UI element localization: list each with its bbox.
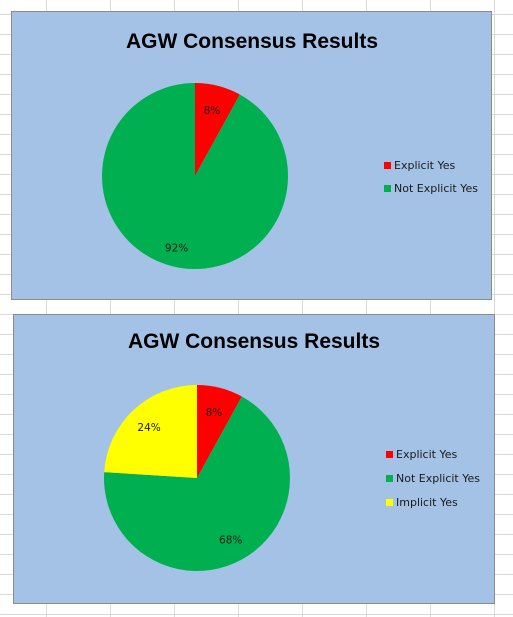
pie-slices bbox=[101, 83, 288, 269]
legend-label-explicit-yes: Explicit Yes bbox=[394, 159, 455, 172]
pie-slices bbox=[104, 385, 291, 571]
chart-title: AGW Consensus Results bbox=[126, 30, 378, 53]
data-label-not-explicit-yes: 68% bbox=[219, 534, 242, 546]
legend: Explicit Yes Not Explicit Yes Implicit Yes bbox=[386, 448, 480, 509]
data-labels: 8% 92% bbox=[165, 105, 220, 255]
pie-chart-bottom-svg: AGW Consensus Results 8% 68% 24% Explicit … bbox=[104, 330, 480, 571]
legend: Explicit Yes Not Explicit Yes bbox=[384, 159, 478, 195]
legend-label-not-explicit-yes: Not Explicit Yes bbox=[394, 182, 478, 195]
data-label-explicit-yes: 8% bbox=[204, 105, 221, 117]
data-label-not-explicit-yes: 92% bbox=[165, 243, 188, 255]
legend-label-not-explicit-yes: Not Explicit Yes bbox=[396, 472, 480, 485]
pie-slice-explicit-yes bbox=[197, 385, 242, 478]
legend-swatch-explicit-yes bbox=[384, 162, 391, 169]
legend-swatch-not-explicit-yes bbox=[384, 185, 391, 192]
legend-swatch-implicit-yes bbox=[386, 499, 393, 506]
chart-bottom[interactable]: AGW Consensus Results 8% 68% 24% Explicit … bbox=[13, 314, 495, 604]
legend-label-explicit-yes: Explicit Yes bbox=[396, 448, 457, 461]
legend-swatch-explicit-yes bbox=[386, 451, 393, 458]
pie-chart-top-svg: AGW Consensus Results 8% 92% Explicit Yes… bbox=[101, 30, 478, 269]
legend-label-implicit-yes: Implicit Yes bbox=[396, 496, 458, 509]
pie-slice-implicit-yes bbox=[104, 385, 197, 478]
chart-top[interactable]: AGW Consensus Results 8% 92% Explicit Yes… bbox=[11, 11, 492, 300]
chart-title: AGW Consensus Results bbox=[128, 330, 380, 353]
data-labels: 8% 68% 24% bbox=[137, 407, 242, 546]
data-label-explicit-yes: 8% bbox=[206, 407, 223, 419]
data-label-implicit-yes: 24% bbox=[137, 422, 160, 434]
legend-swatch-not-explicit-yes bbox=[386, 475, 393, 482]
pie-slice-not-explicit-yes bbox=[101, 83, 288, 269]
pie-slice-not-explicit-yes bbox=[104, 396, 291, 571]
pie-slice-explicit-yes bbox=[195, 83, 240, 176]
